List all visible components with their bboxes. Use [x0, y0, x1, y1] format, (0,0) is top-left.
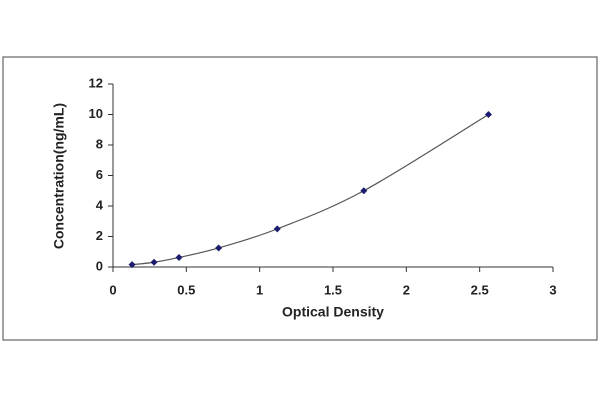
- point: [360, 187, 368, 195]
- point: [150, 258, 158, 266]
- point: [273, 225, 281, 233]
- x-tick-label: 0.5: [177, 282, 195, 297]
- point: [484, 111, 492, 118]
- x-tick-label: 2: [403, 282, 410, 297]
- point: [128, 261, 136, 269]
- y-tick-label: 6: [96, 167, 103, 182]
- y-tick-label: 2: [96, 228, 103, 243]
- y-tick-label: 4: [96, 197, 104, 212]
- y-axis-title: Concentration(ng/mL): [51, 103, 67, 249]
- point: [215, 244, 223, 252]
- x-tick-label: 2.5: [471, 282, 489, 297]
- x-tick-label: 3: [549, 282, 556, 297]
- x-tick-label: 1: [256, 282, 263, 297]
- x-tick-label: 0: [109, 282, 116, 297]
- chart-border: [2, 56, 598, 341]
- point: [175, 253, 183, 261]
- x-axis-title: Optical Density: [282, 304, 384, 320]
- y-tick-label: 12: [89, 75, 103, 90]
- y-tick-label: 0: [96, 258, 103, 273]
- x-tick-label: 1.5: [324, 282, 342, 297]
- y-tick-label: 8: [96, 136, 103, 151]
- y-tick-label: 10: [89, 106, 103, 121]
